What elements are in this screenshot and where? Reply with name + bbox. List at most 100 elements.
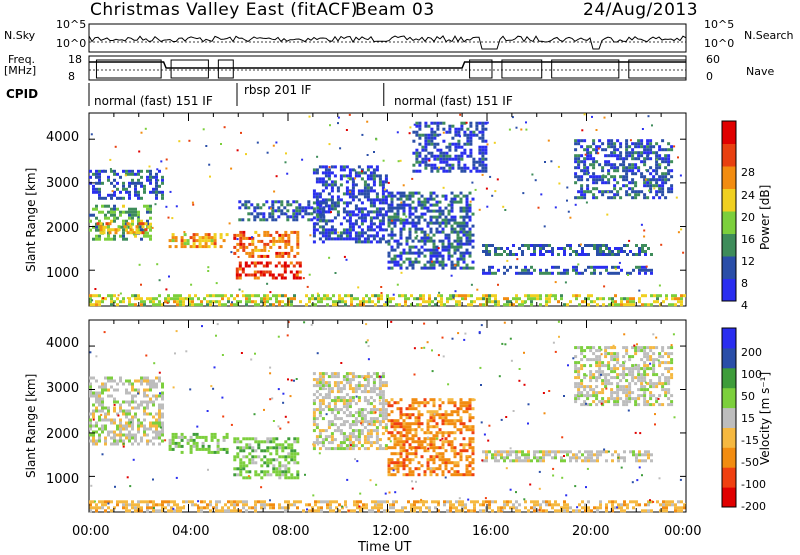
velocity-echo-cell (430, 416, 433, 419)
power-echo-cell (451, 219, 454, 222)
velocity-echo-cell (454, 446, 457, 449)
velocity-echo-cell (652, 364, 655, 367)
power-echo-cell (494, 303, 497, 306)
power-echo-cell (445, 195, 448, 198)
velocity-echo-cell (266, 470, 269, 473)
power-echo-cell (409, 252, 412, 255)
power-speckle (451, 275, 453, 277)
power-echo-cell (400, 198, 403, 201)
velocity-echo-cell (445, 458, 448, 461)
power-echo-cell (515, 300, 518, 303)
power-echo-cell (227, 300, 230, 303)
power-echo-cell (460, 243, 463, 246)
power-echo-cell (457, 158, 460, 161)
power-echo-cell (614, 247, 617, 250)
velocity-echo-cell (607, 364, 610, 367)
velocity-echo-cell (607, 346, 610, 349)
power-speckle (285, 161, 287, 163)
power-echo-cell (110, 197, 113, 200)
power-echo-cell (247, 212, 250, 215)
power-echo-cell (331, 201, 334, 204)
velocity-echo-cell (497, 459, 500, 462)
power-echo-cell (331, 198, 334, 201)
power-echo-cell (472, 131, 475, 134)
power-echo-cell (340, 168, 343, 171)
power-echo-cell (485, 272, 488, 275)
velocity-echo-cell (469, 446, 472, 449)
power-echo-cell (418, 192, 421, 195)
power-echo-cell (512, 297, 515, 300)
velocity-echo-cell (278, 473, 281, 476)
velocity-echo-cell (667, 355, 670, 358)
velocity-echo-cell (122, 410, 125, 413)
velocity-echo-cell (472, 407, 475, 410)
velocity-echo-cell (560, 459, 563, 462)
power-echo-cell (418, 228, 421, 231)
power-echo-cell (610, 163, 613, 166)
power-echo-cell (476, 297, 479, 300)
power-echo-cell (284, 234, 287, 237)
power-echo-cell (463, 149, 466, 152)
velocity-echo-cell (113, 434, 116, 437)
velocity-echo-cell (457, 428, 460, 431)
power-echo-cell (385, 174, 388, 177)
power-echo-cell (451, 167, 454, 170)
power-echo-cell (463, 243, 466, 246)
power-echo-cell (358, 225, 361, 228)
power-echo-cell (316, 228, 319, 231)
velocity-echo-cell (604, 364, 607, 367)
power-echo-cell (385, 195, 388, 198)
velocity-echo-cell (245, 476, 248, 479)
power-echo-cell (328, 168, 331, 171)
power-echo-cell (284, 240, 287, 243)
power-echo-cell (358, 240, 361, 243)
power-echo-cell (563, 303, 566, 306)
velocity-echo-cell (367, 447, 370, 450)
velocity-echo-cell (430, 437, 433, 440)
velocity-echo-cell (319, 393, 322, 396)
velocity-echo-cell (95, 431, 98, 434)
power-echo-cell (466, 264, 469, 267)
velocity-echo-cell (379, 378, 382, 381)
velocity-echo-cell (275, 458, 278, 461)
power-echo-cell (430, 204, 433, 207)
velocity-echo-cell (89, 434, 92, 437)
velocity-echo-cell (119, 437, 122, 440)
power-echo-cell (638, 272, 641, 275)
power-echo-cell (349, 213, 352, 216)
velocity-echo-cell (196, 445, 199, 448)
power-echo-cell (674, 294, 677, 297)
power-echo-cell (469, 243, 472, 246)
power-echo-cell (415, 152, 418, 155)
power-echo-cell (592, 181, 595, 184)
power-echo-cell (595, 145, 598, 148)
power-echo-cell (298, 203, 301, 206)
power-echo-cell (394, 222, 397, 225)
velocity-echo-cell (287, 461, 290, 464)
power-echo-cell (418, 137, 421, 140)
velocity-echo-cell (580, 358, 583, 361)
power-echo-cell (463, 255, 466, 258)
velocity-echo-cell (382, 417, 385, 420)
power-echo-cell (364, 216, 367, 219)
velocity-echo-cell (272, 470, 275, 473)
power-speckle (606, 214, 608, 216)
power-echo-cell (488, 250, 491, 253)
power-echo-cell (328, 177, 331, 180)
velocity-echo-cell (664, 388, 667, 391)
power-echo-cell (284, 277, 287, 280)
velocity-echo-cell (628, 382, 631, 385)
velocity-echo-cell (137, 428, 140, 431)
velocity-echo-cell (161, 383, 164, 386)
power-echo-cell (391, 192, 394, 195)
velocity-echo-cell (331, 447, 334, 450)
power-echo-cell (290, 303, 293, 306)
power-echo-cell (466, 207, 469, 210)
velocity-echo-cell (454, 431, 457, 434)
power-echo-cell (545, 294, 548, 297)
velocity-echo-cell (287, 470, 290, 473)
velocity-echo-cell (589, 403, 592, 406)
velocity-echo-cell (403, 434, 406, 437)
power-echo-cell (382, 216, 385, 219)
